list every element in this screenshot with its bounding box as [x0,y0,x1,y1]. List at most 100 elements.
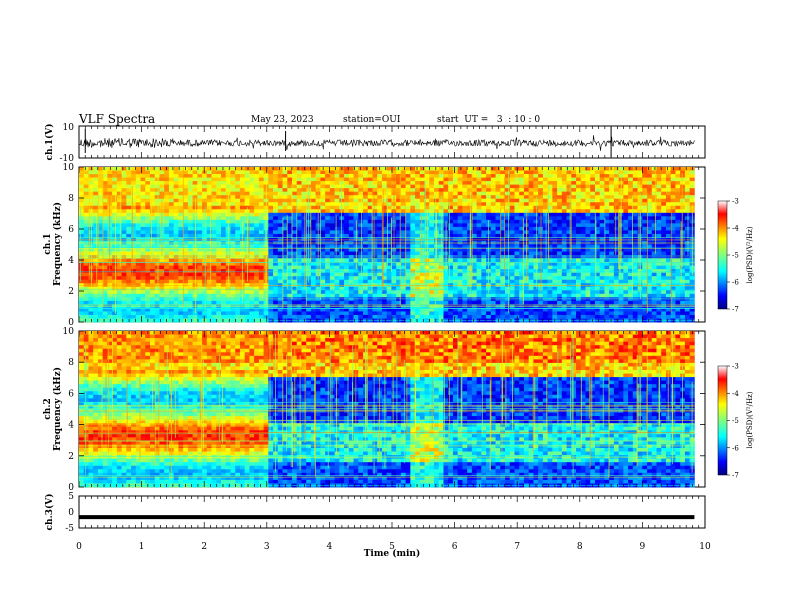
spectrogram-cell [79,293,85,298]
spectrogram-cell [599,262,605,267]
spectrogram-cell [386,233,392,238]
spectrogram-cell [145,255,151,259]
spectrogram-cell [273,177,279,182]
spectrogram-cell [206,212,212,217]
spectrogram-cell [135,230,141,235]
spectrogram-cell [424,233,430,238]
spectrogram-cell [192,219,198,224]
spectrogram-cell [183,297,189,302]
spectrogram-cell [178,170,184,175]
spectrogram-cell [443,191,449,196]
spectrogram-cell [448,195,454,200]
spectrogram-cell [443,276,449,281]
spectrogram-cell [320,258,326,263]
spectrogram-cell [547,265,553,270]
spectrogram-cell [164,265,170,270]
spectrogram-cell [258,198,264,203]
spectrogram-cell [419,212,425,217]
spectrogram-cell [202,233,208,238]
spectrogram-cell [145,237,151,242]
spectrogram-cell [396,258,402,263]
spectrogram-cell [552,283,558,288]
spectrogram-cell [405,205,411,210]
spectrogram-cell [372,311,378,316]
spectrogram-cell [571,237,577,242]
spectrogram-cell [571,307,577,312]
spectrogram-cell [580,286,586,291]
spectrogram-cell [168,219,175,224]
spectrogram-cell [599,300,605,305]
spectrogram-cell [216,226,222,231]
spectrogram-cell [495,202,501,207]
spectrogram-cell [372,290,378,295]
spectrogram-cell [287,174,293,178]
spectrogram-cell [150,307,156,312]
spectrogram-cell [145,286,151,291]
spectrogram-cell [386,209,392,214]
spectrogram-cell [230,188,236,193]
spectrogram-cell [178,177,184,182]
spectrogram-cell [192,230,198,235]
spectrogram-cell [396,216,402,221]
spectrogram-cell [221,167,227,171]
spectrogram-cell [131,255,137,259]
spectrogram-cell [329,237,336,242]
spectrogram-cell [419,272,425,277]
spectrogram-cell [164,286,170,291]
spectrogram-cell [367,251,373,256]
spectrogram-cell [434,279,440,284]
spectrogram-cell [258,262,264,267]
spectrogram-cell [244,191,250,196]
spectrogram-cell [566,258,572,263]
spectrogram-cell [183,286,189,291]
spectrogram-cell [135,219,141,224]
spectrogram-cell [580,181,586,186]
spectrogram-cell [495,265,501,270]
spectrogram-cell [557,286,563,291]
spectrogram-cell [571,286,577,291]
spectrogram-cell [325,230,331,235]
spectrogram-cell [358,244,364,249]
spectrogram-cell [467,244,473,249]
spectrogram-cell [552,262,558,267]
spectrogram-cell [358,286,364,291]
spectrogram-cell [599,314,605,319]
spectrogram-cell [613,212,620,217]
spectrogram-cell [145,269,151,274]
spectrogram-cell [486,205,492,210]
spectrogram-cell [178,297,184,302]
spectrogram-cell [116,212,122,217]
spectrogram-cell [528,314,534,319]
spectrogram-cell [604,283,610,288]
spectrogram-cell [320,205,326,210]
spectrogram-cell [187,191,193,196]
spectrogram-cell [604,269,610,274]
spectrogram-cell [363,233,369,238]
spectrogram-cell [254,300,260,305]
spectrogram-cell [386,272,392,277]
spectrogram-cell [216,216,222,221]
spectrogram-cell [287,188,293,193]
spectrogram-cell [320,191,326,196]
spectrogram-cell [154,255,160,259]
spectrogram-cell [514,212,520,217]
spectrogram-cell [244,297,250,302]
spectrogram-cell [178,195,184,200]
spectrogram-cell [566,314,572,319]
spectrogram-cell [230,177,236,182]
spectrogram-cell [168,251,175,256]
spectrogram-cell [571,293,577,298]
spectrogram-cell [79,248,85,252]
spectrogram-cell [273,202,279,207]
spectrogram-cell [83,244,89,249]
spectrogram-cell [154,226,160,231]
spectrogram-cell [590,184,596,189]
spectrogram-cell [363,237,369,242]
spectrogram-cell [102,181,108,186]
spectrogram-cell [609,283,615,288]
spectrogram-cell [363,311,369,316]
spectrogram-cell [386,244,392,249]
spectrogram-cell [140,297,146,302]
spectrogram-cell [348,167,354,171]
spectrogram-cell [533,244,539,249]
